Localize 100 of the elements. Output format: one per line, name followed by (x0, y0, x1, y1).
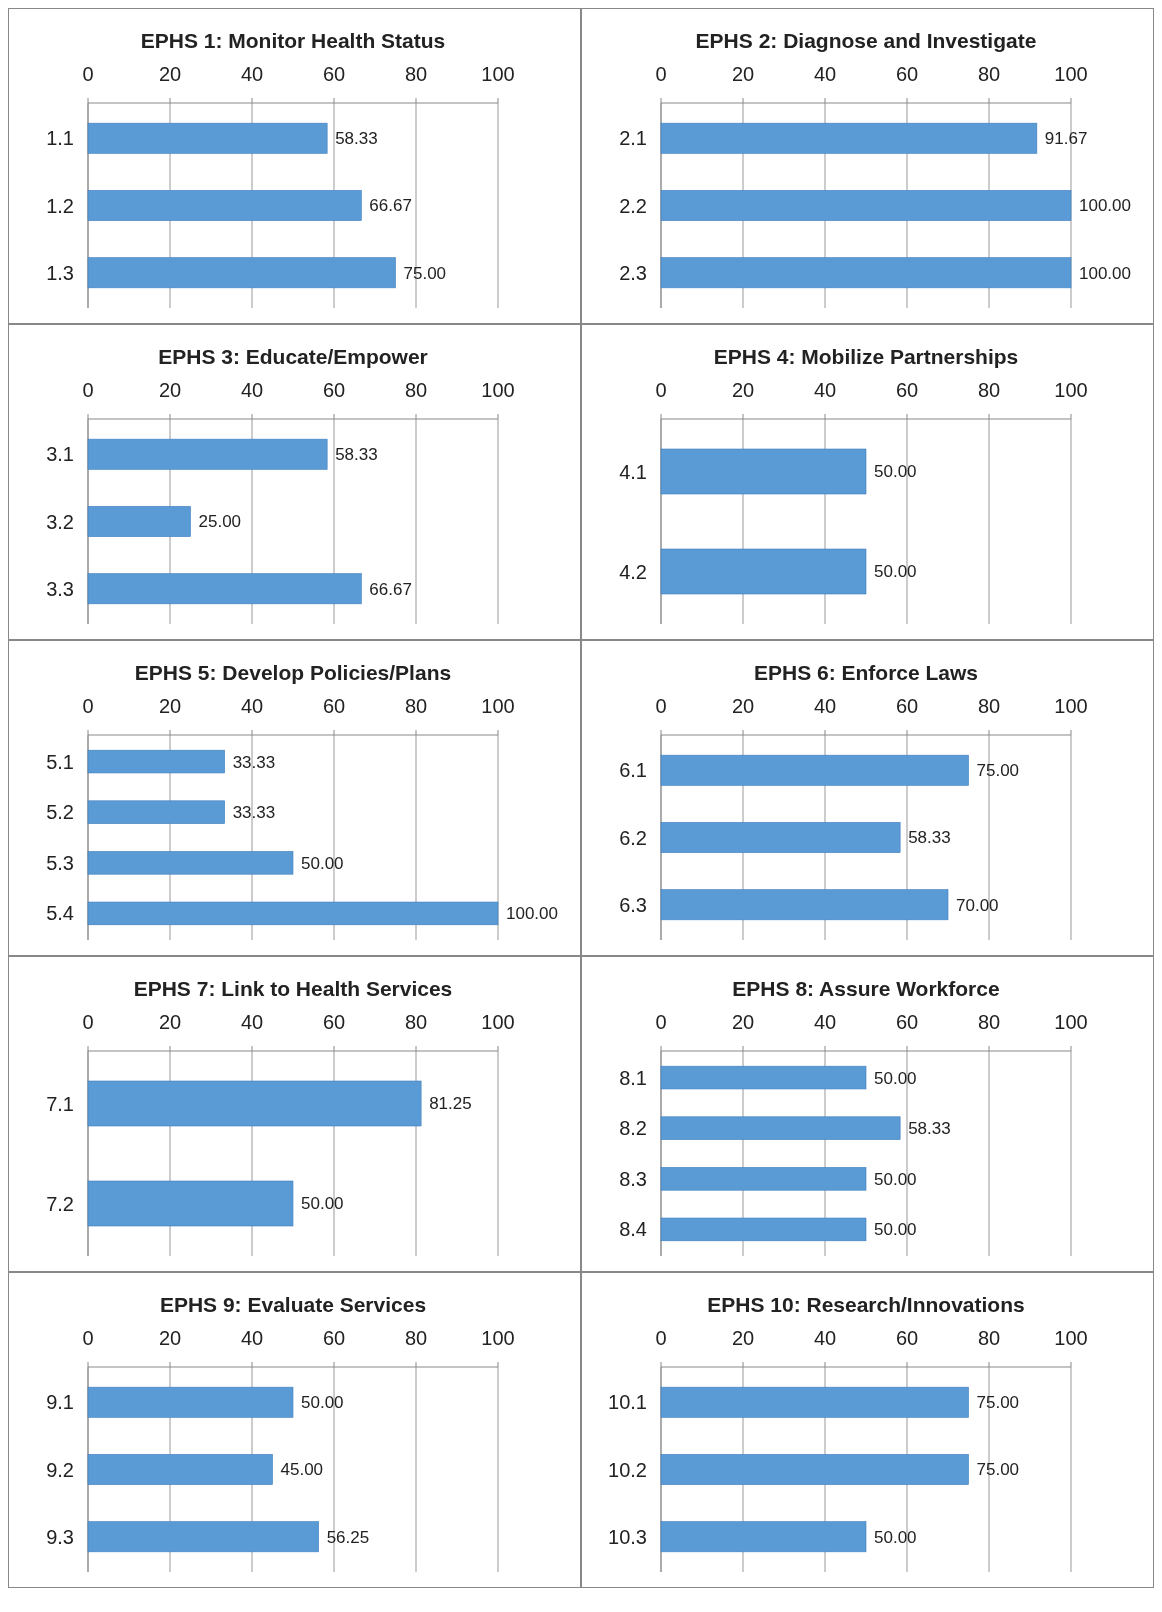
y-tick-label: 8.1 (619, 1066, 647, 1089)
x-tick-label: 40 (813, 695, 837, 717)
y-tick-label: 10.3 (608, 1525, 647, 1548)
x-tick-label: 100 (1054, 1011, 1088, 1033)
chart-title: EPHS 9: Evaluate Services (159, 1293, 427, 1316)
y-tick-label: 3.1 (46, 443, 74, 466)
y-tick-label: 6.2 (619, 826, 647, 849)
y-tick-label: 1.3 (46, 261, 74, 284)
data-label: 58.33 (335, 129, 378, 149)
x-tick-label: 80 (404, 1327, 428, 1349)
x-tick-label: 40 (813, 1327, 837, 1349)
x-tick-label: 100 (1054, 695, 1088, 717)
y-tick-label: 6.1 (619, 759, 647, 782)
y-tick-label: 1.1 (46, 127, 74, 150)
y-tick-label: 2.2 (619, 194, 647, 217)
data-label: 75.00 (976, 1393, 1020, 1413)
x-tick-label: 40 (240, 695, 264, 717)
chart-title: EPHS 3: Educate/Empower (158, 345, 428, 368)
data-label: 33.33 (232, 752, 276, 772)
bar (87, 749, 225, 774)
x-tick-label: 40 (813, 379, 837, 401)
bar (660, 754, 969, 786)
x-tick-label: 80 (404, 63, 428, 85)
x-tick-label: 0 (82, 63, 94, 85)
x-tick-label: 60 (895, 1011, 919, 1033)
x-tick-label: 100 (481, 379, 515, 401)
data-label: 50.00 (874, 1068, 917, 1088)
x-tick-label: 40 (240, 1011, 264, 1033)
x-tick-label: 20 (158, 1011, 182, 1033)
y-tick-label: 5.2 (46, 801, 74, 824)
x-tick-label: 60 (322, 1327, 346, 1349)
x-tick-label: 0 (82, 1011, 94, 1033)
x-tick-label: 100 (1054, 63, 1088, 85)
chart-title: EPHS 2: Diagnose and Investigate (695, 29, 1037, 52)
x-tick-label: 60 (895, 379, 919, 401)
x-tick-label: 20 (731, 1011, 755, 1033)
y-tick-label: 2.3 (619, 261, 647, 284)
x-tick-label: 0 (655, 1327, 667, 1349)
y-tick-label: 9.2 (46, 1458, 74, 1481)
x-tick-label: 60 (322, 1011, 346, 1033)
chart-title: EPHS 10: Research/Innovations (707, 1293, 1025, 1316)
x-tick-label: 0 (655, 63, 667, 85)
x-tick-label: 40 (240, 379, 264, 401)
chart-title: EPHS 1: Monitor Health Status (140, 29, 446, 52)
bar (87, 901, 499, 926)
data-label: 75.00 (403, 263, 447, 283)
x-tick-label: 60 (322, 63, 346, 85)
x-tick-label: 80 (404, 1011, 428, 1033)
x-tick-label: 80 (977, 1327, 1001, 1349)
data-label: 45.00 (280, 1460, 324, 1480)
x-tick-label: 60 (322, 695, 346, 717)
x-tick-label: 60 (322, 379, 346, 401)
y-tick-label: 5.4 (46, 902, 74, 925)
data-label: 50.00 (301, 853, 344, 873)
y-tick-label: 5.1 (46, 750, 74, 773)
bar (87, 506, 191, 537)
data-label: 66.67 (369, 196, 412, 216)
y-tick-label: 10.1 (608, 1391, 647, 1414)
y-tick-label: 4.2 (619, 560, 647, 583)
x-tick-label: 0 (655, 1011, 667, 1033)
y-tick-label: 10.2 (608, 1458, 647, 1481)
x-tick-label: 100 (481, 695, 515, 717)
x-tick-label: 20 (158, 379, 182, 401)
bar (87, 1521, 319, 1553)
y-tick-label: 8.3 (619, 1167, 647, 1190)
data-label: 50.00 (874, 1169, 917, 1189)
x-tick-label: 20 (731, 379, 755, 401)
data-label: 100.00 (1079, 263, 1131, 283)
x-tick-label: 0 (655, 379, 667, 401)
x-tick-label: 100 (481, 1011, 515, 1033)
bar (87, 438, 328, 470)
bar (87, 1454, 273, 1485)
bar (87, 573, 362, 605)
bar (87, 1386, 294, 1418)
x-tick-label: 40 (240, 1327, 264, 1349)
bar (87, 851, 294, 875)
x-tick-label: 0 (655, 695, 667, 717)
data-label: 58.33 (908, 1119, 951, 1139)
data-label: 70.00 (956, 895, 999, 915)
data-label: 25.00 (198, 512, 242, 532)
chart-title: EPHS 8: Assure Workforce (732, 977, 1000, 1000)
y-tick-label: 9.3 (46, 1525, 74, 1548)
chart-title: EPHS 5: Develop Policies/Plans (134, 661, 452, 684)
y-tick-label: 1.2 (46, 194, 74, 217)
x-tick-label: 20 (731, 1327, 755, 1349)
data-label: 50.00 (301, 1393, 344, 1413)
data-label: 58.33 (908, 828, 951, 848)
x-tick-label: 60 (895, 1327, 919, 1349)
data-label: 56.25 (326, 1527, 370, 1547)
bar (87, 257, 396, 289)
bar (87, 800, 225, 824)
x-tick-label: 40 (813, 1011, 837, 1033)
x-tick-label: 80 (977, 1011, 1001, 1033)
x-tick-label: 80 (404, 695, 428, 717)
x-tick-label: 100 (481, 63, 515, 85)
x-tick-label: 80 (977, 379, 1001, 401)
bar (660, 822, 901, 853)
data-label: 100.00 (1079, 196, 1131, 216)
y-tick-label: 5.3 (46, 851, 74, 874)
x-tick-label: 60 (895, 63, 919, 85)
